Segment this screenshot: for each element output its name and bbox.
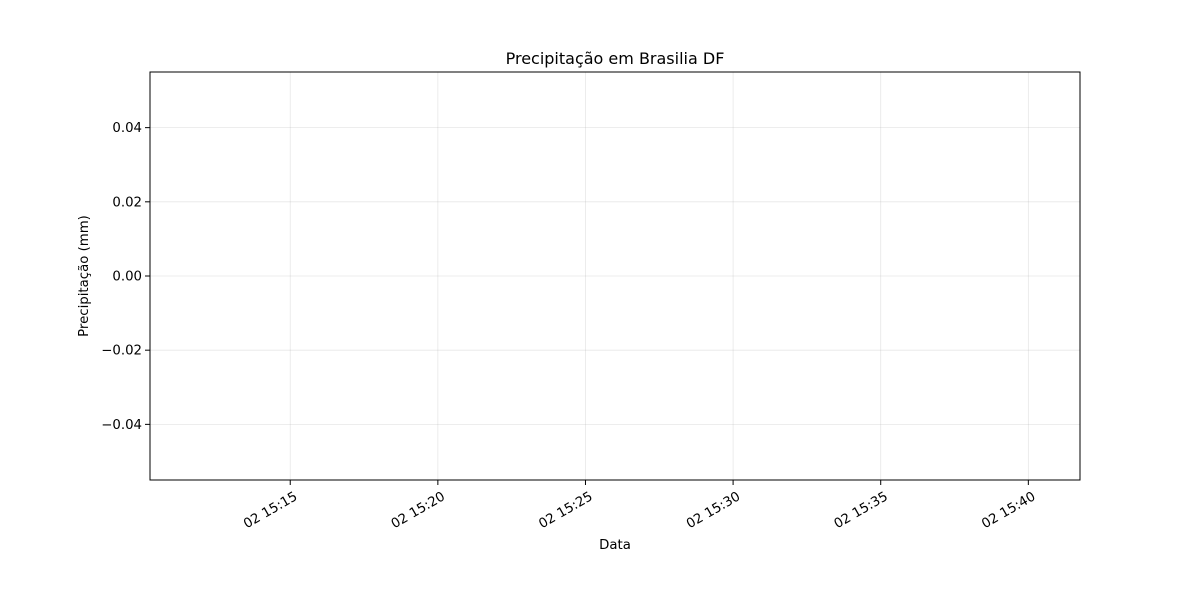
x-axis-label: Data — [599, 538, 631, 553]
y-tick-label: 0.04 — [112, 121, 142, 136]
y-tick-label: −0.04 — [101, 418, 142, 433]
y-tick-label: −0.02 — [101, 344, 142, 359]
y-tick-label: 0.00 — [112, 270, 142, 285]
y-axis-label: Precipitação (mm) — [77, 215, 92, 337]
chart-title: Precipitação em Brasilia DF — [506, 49, 725, 68]
grid — [150, 72, 1080, 480]
y-tick-label: 0.02 — [112, 195, 142, 210]
